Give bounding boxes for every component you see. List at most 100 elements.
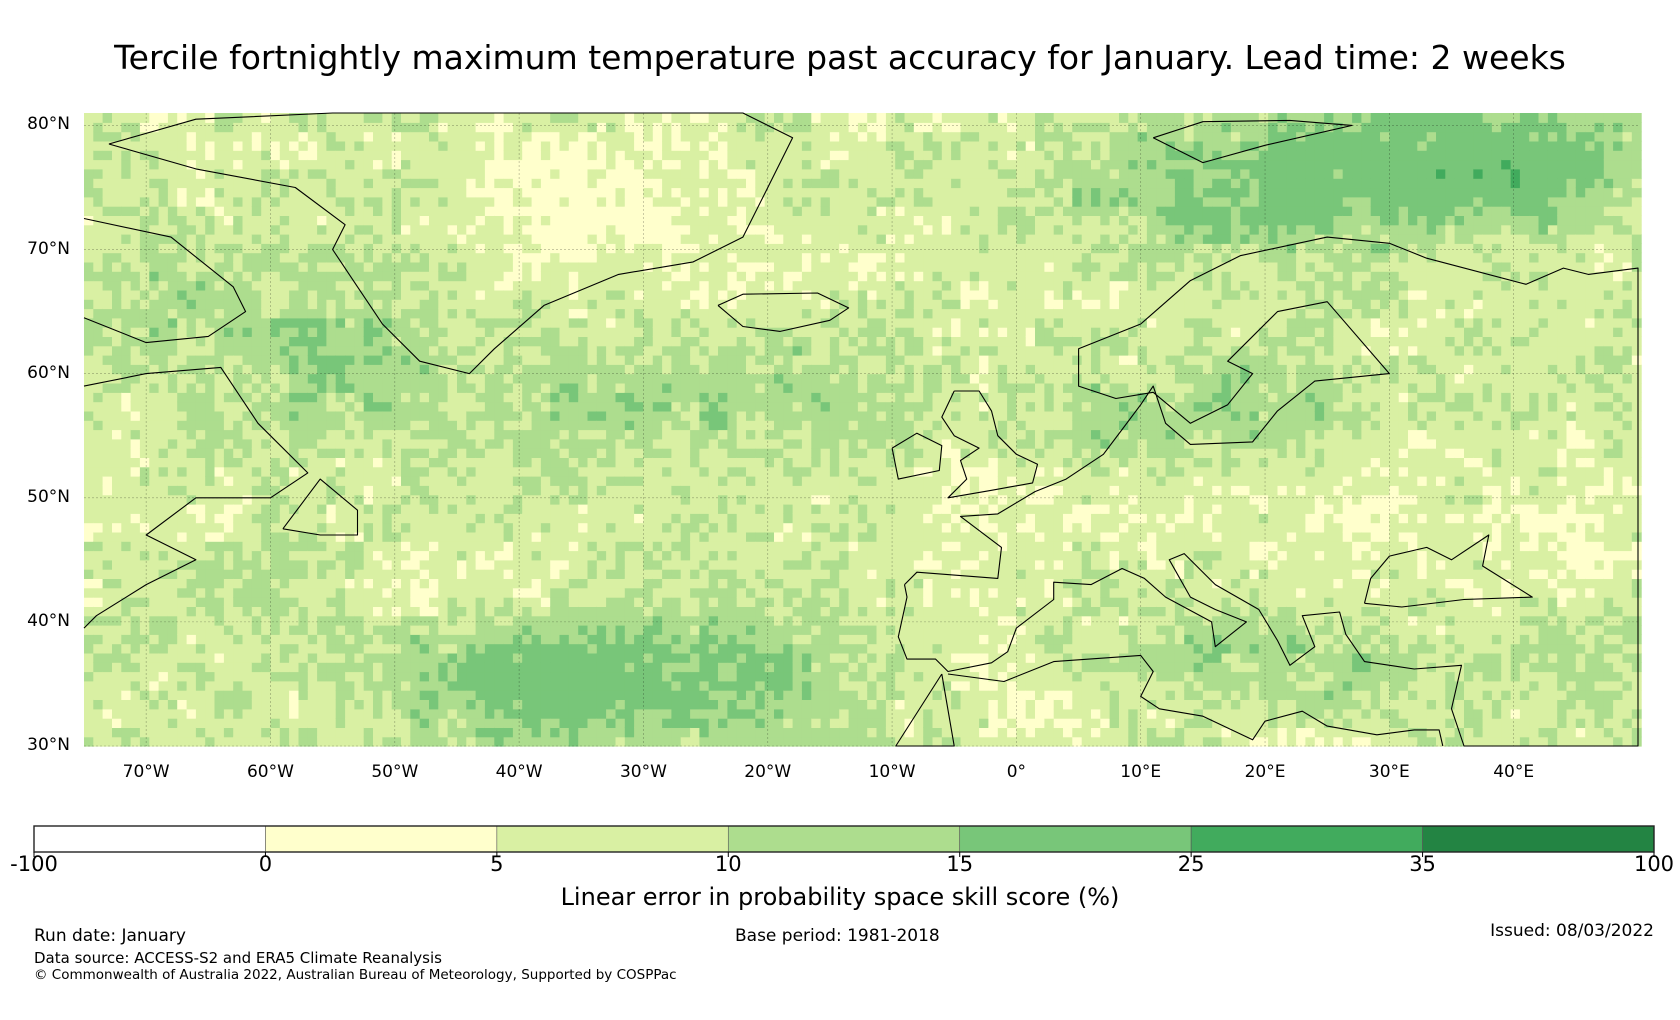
skill-cell	[335, 261, 346, 272]
skill-cell	[84, 531, 94, 542]
skill-cell	[195, 429, 206, 440]
skill-cell	[746, 355, 756, 365]
skill-cell	[223, 159, 234, 170]
skill-cell	[223, 336, 234, 347]
skill-cell	[475, 587, 486, 598]
skill-cell	[512, 513, 523, 524]
skill-cell	[289, 401, 299, 412]
skill-cell	[102, 243, 113, 254]
skill-cell	[167, 587, 178, 598]
skill-cell	[652, 373, 663, 384]
skill-cell	[615, 392, 626, 403]
skill-cell	[457, 662, 467, 673]
skill-cell	[727, 606, 738, 617]
skill-cell	[652, 364, 663, 375]
skill-cell	[624, 140, 635, 151]
skill-cell	[167, 671, 178, 682]
skill-cell	[102, 466, 113, 477]
skill-cell	[746, 522, 756, 533]
skill-cell	[233, 364, 244, 375]
skill-cell	[596, 578, 607, 589]
skill-cell	[102, 383, 113, 393]
skill-cell	[680, 383, 691, 393]
skill-cell	[410, 643, 421, 654]
skill-cell	[615, 252, 626, 263]
skill-cell	[326, 168, 337, 179]
skill-cell	[624, 317, 635, 328]
skill-cell	[690, 625, 700, 635]
skill-cell	[578, 438, 589, 449]
skill-cell	[503, 429, 514, 440]
skill-cell	[112, 680, 122, 691]
skill-cell	[102, 215, 113, 226]
skill-cell	[205, 615, 216, 626]
skill-cell	[93, 429, 104, 440]
skill-cell	[149, 383, 160, 393]
skill-cell	[457, 578, 467, 589]
skill-cell	[130, 699, 141, 710]
skill-cell	[354, 597, 365, 607]
skill-cell	[102, 485, 113, 496]
skill-cell	[494, 541, 505, 552]
skill-cell	[746, 708, 756, 719]
skill-cell	[634, 727, 644, 738]
skill-cell	[186, 438, 197, 449]
skill-cell	[531, 243, 542, 254]
skill-cell	[690, 336, 700, 347]
skill-cell	[643, 559, 654, 570]
skill-cell	[550, 736, 561, 747]
skill-cell	[419, 383, 430, 393]
skill-cell	[615, 504, 626, 514]
skill-cell	[167, 494, 178, 505]
skill-cell	[84, 448, 94, 458]
skill-cell	[550, 485, 561, 496]
skill-cell	[354, 466, 365, 477]
skill-cell	[326, 113, 337, 123]
skill-cell	[139, 410, 150, 421]
skill-cell	[317, 578, 327, 589]
skill-cell	[186, 690, 197, 700]
skill-cell	[93, 224, 104, 235]
skill-cell	[708, 401, 719, 412]
skill-cell	[484, 299, 495, 310]
skill-cell	[457, 559, 467, 570]
skill-cell	[699, 178, 710, 189]
skill-cell	[102, 699, 113, 710]
skill-cell	[251, 373, 262, 384]
skill-cell	[708, 364, 719, 375]
skill-cell	[158, 531, 169, 542]
skill-cell	[466, 401, 477, 412]
skill-cell	[410, 615, 421, 626]
skill-cell	[438, 243, 449, 254]
skill-cell	[382, 513, 393, 524]
skill-cell	[652, 215, 663, 226]
skill-cell	[298, 234, 309, 244]
skill-cell	[167, 736, 178, 747]
skill-cell	[251, 671, 262, 682]
skill-cell	[158, 271, 169, 282]
skill-cell	[429, 131, 439, 142]
skill-cell	[596, 625, 607, 635]
skill-cell	[121, 410, 132, 421]
skill-cell	[177, 550, 188, 561]
skill-cell	[205, 727, 216, 738]
skill-cell	[242, 299, 253, 310]
skill-cell	[522, 252, 533, 263]
skill-cell	[326, 224, 337, 235]
skill-cell	[643, 252, 654, 263]
skill-cell	[186, 168, 197, 179]
skill-cell	[93, 671, 104, 682]
skill-cell	[512, 690, 523, 700]
skill-cell	[690, 383, 700, 393]
skill-cell	[354, 196, 365, 207]
skill-cell	[429, 317, 439, 328]
skill-cell	[671, 327, 682, 337]
skill-cell	[429, 736, 439, 747]
skill-cell	[680, 336, 691, 347]
skill-cell	[298, 513, 309, 524]
skill-cell	[475, 615, 486, 626]
skill-cell	[624, 485, 635, 496]
skill-cell	[345, 355, 355, 365]
skill-cell	[578, 299, 589, 310]
skill-cell	[727, 113, 738, 123]
